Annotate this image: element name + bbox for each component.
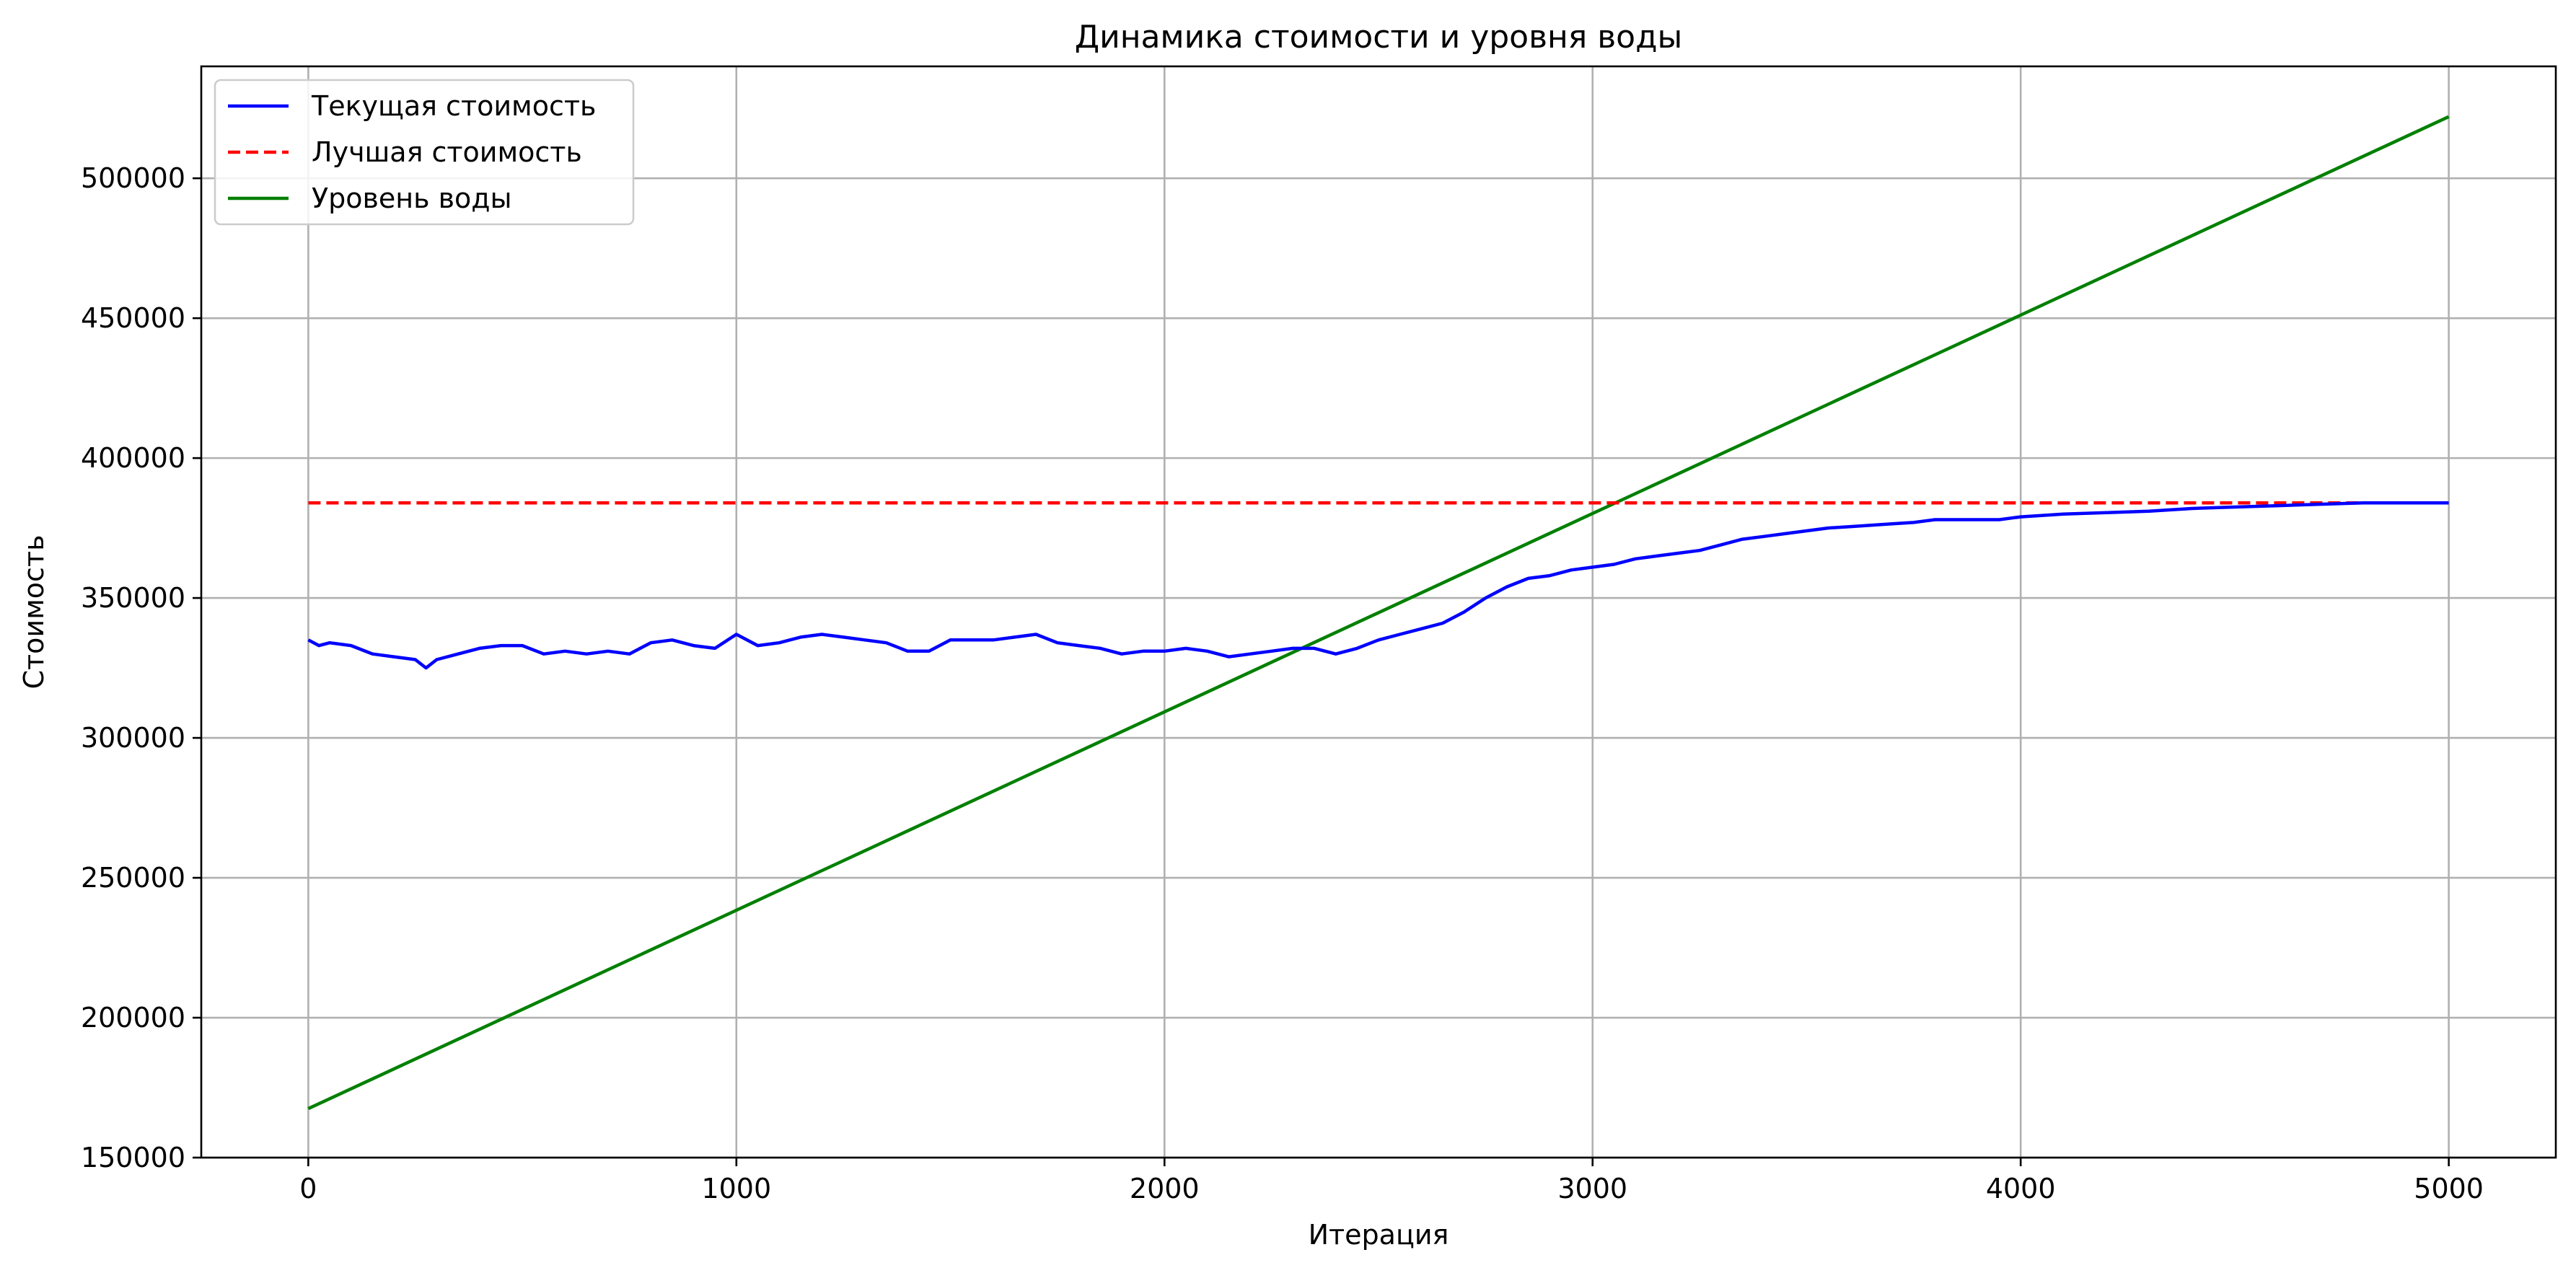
y-tick-label: 450000 [81, 302, 185, 334]
ticks: 0 1000 2000 3000 4000 5000 150000 200000 250000 3… [81, 162, 2484, 1204]
x-tick-label: 1000 [701, 1173, 771, 1204]
series-line-2 [307, 115, 2450, 1111]
y-axis-label: Стоимость [18, 535, 50, 690]
x-tick-label: 2000 [1130, 1173, 1200, 1204]
legend-box [214, 79, 635, 226]
y-tick-label: 300000 [81, 722, 185, 754]
series-line-0 [307, 501, 2449, 670]
legend: Текущая стоимость Лучшая стоимость Уровень… [214, 79, 635, 226]
x-tick-label: 3000 [1557, 1173, 1627, 1204]
chart-title: Динамика стоимости и уровня воды [1075, 19, 1683, 56]
y-tick-label: 400000 [81, 442, 185, 474]
legend-label-0: Текущая стоимость [311, 90, 596, 122]
plot-frame [200, 65, 2557, 1159]
legend-label-2: Уровень воды [312, 182, 512, 214]
legend-label-1: Лучшая стоимость [312, 136, 582, 168]
y-tick-label: 250000 [81, 862, 185, 894]
x-tick-label: 0 [299, 1173, 317, 1204]
y-tick-label: 150000 [81, 1142, 185, 1173]
y-tick-label: 500000 [81, 162, 185, 194]
x-tick-label: 4000 [1986, 1173, 2056, 1204]
x-axis-label: Итерация [1309, 1219, 1449, 1251]
x-tick-label: 5000 [2414, 1173, 2484, 1204]
series-layer [307, 115, 2450, 1111]
y-tick-label: 200000 [81, 1002, 185, 1034]
y-tick-label: 350000 [81, 582, 185, 614]
